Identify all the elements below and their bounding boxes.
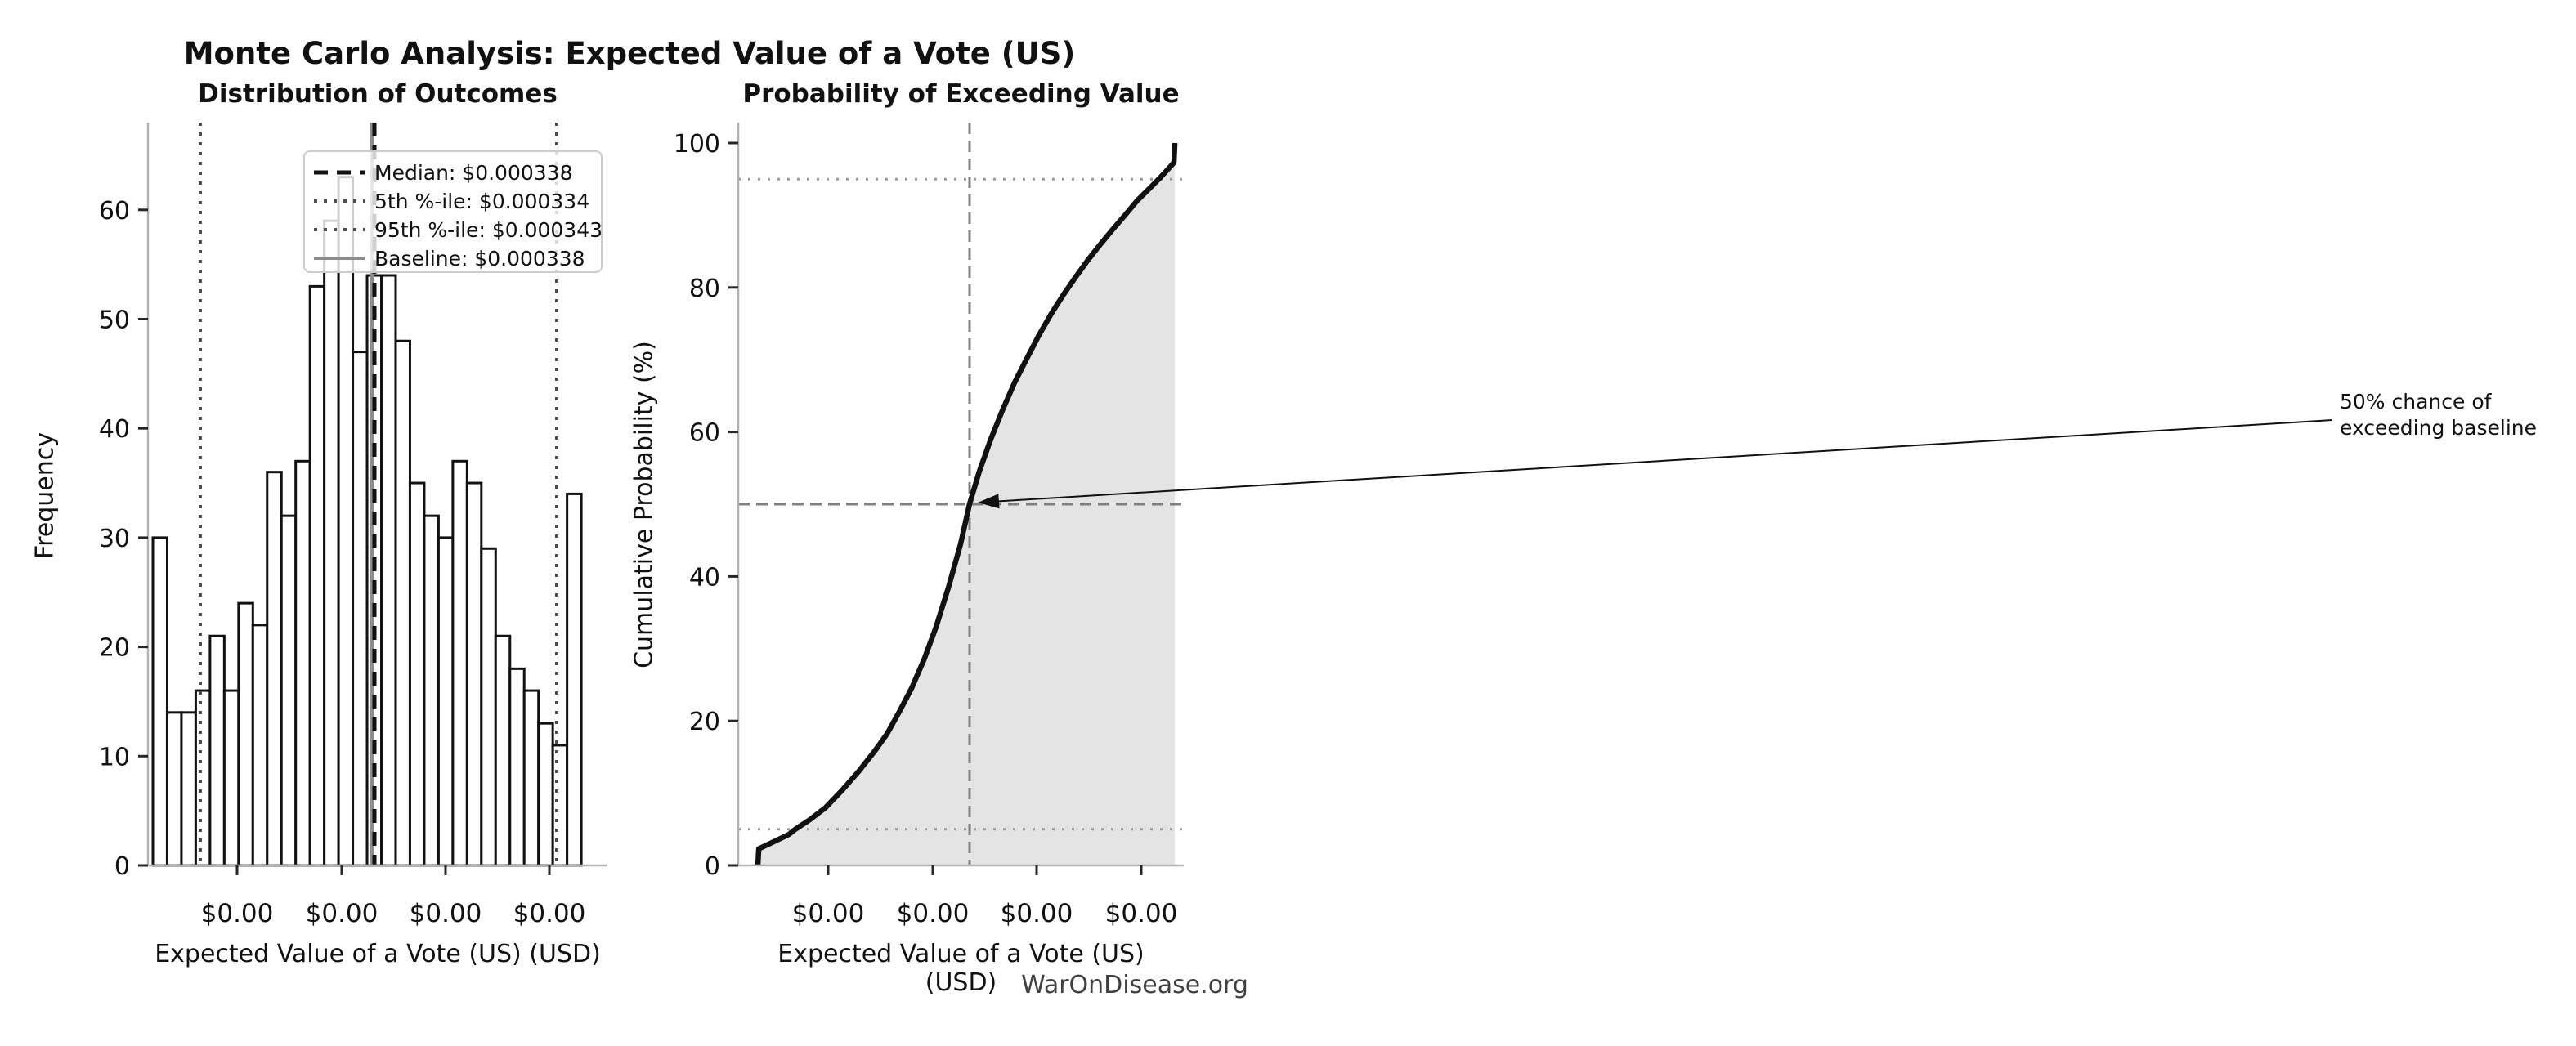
main-title: Monte Carlo Analysis: Expected Value of …	[183, 36, 1076, 71]
cdf-fill-area	[757, 143, 1176, 865]
histogram-bar	[151, 536, 168, 867]
y-tick-label: 100	[674, 130, 720, 159]
cdf-annotation-line-1: 50% chance of	[2340, 390, 2492, 413]
histogram-bar	[222, 689, 240, 867]
histogram-bar	[480, 547, 497, 867]
histogram-bar	[308, 284, 326, 867]
y-tick-label: 60	[99, 197, 130, 226]
watermark-text: WarOnDisease.org	[1021, 971, 1248, 999]
x-tick-label: $0.00	[897, 899, 970, 928]
histogram-bar	[194, 689, 212, 867]
x-tick-label: $0.00	[1105, 899, 1178, 928]
histogram-bar	[208, 634, 226, 867]
y-tick-label: 0	[114, 852, 130, 881]
cdf-annotation: 50% chance of exceeding baseline	[2340, 389, 2537, 441]
histogram-bar	[237, 601, 254, 867]
left-plot-title: Distribution of Outcomes	[198, 79, 558, 109]
cdf-curve	[755, 142, 1178, 866]
right-y-axis-label: Cumulative Probability (%)	[629, 341, 659, 668]
histogram-bar	[165, 711, 183, 867]
legend-label: Baseline: $0.000338	[374, 247, 585, 270]
histogram-bar	[394, 339, 411, 867]
histogram-bar	[465, 481, 483, 867]
right-plot-title: Probability of Exceeding Value	[742, 79, 1180, 109]
histogram-bar	[337, 176, 355, 867]
y-tick-label: 40	[99, 415, 130, 444]
y-tick-label: 60	[689, 419, 720, 448]
histogram-bar	[522, 689, 540, 867]
histogram-bar	[494, 634, 512, 867]
left-y-axis-label: Frequency	[30, 432, 60, 559]
y-tick-label: 40	[689, 563, 720, 592]
histogram-bar	[566, 492, 583, 867]
left-x-axis-label: Expected Value of a Vote (US) (USD)	[155, 940, 601, 968]
histogram-bar	[294, 459, 311, 867]
x-tick-label: $0.00	[201, 899, 274, 928]
y-tick-label: 50	[99, 306, 130, 335]
cdf-annotation-line-2: exceeding baseline	[2340, 416, 2537, 440]
histogram-bar	[380, 274, 397, 867]
x-tick-label: $0.00	[306, 899, 379, 928]
legend-label: 95th %-ile: $0.000343	[374, 218, 603, 242]
histogram-bar	[408, 481, 426, 867]
histogram-bar	[423, 514, 440, 867]
histogram-bar	[251, 624, 269, 867]
histogram-bar	[508, 667, 526, 867]
histogram-bar	[437, 536, 455, 867]
histogram-bar	[323, 219, 340, 867]
right-x-axis-label: Expected Value of a Vote (US) (USD)	[777, 940, 1145, 997]
legend-label: 5th %-ile: $0.000334	[374, 190, 589, 213]
y-tick-label: 10	[99, 743, 130, 771]
histogram-bar	[551, 744, 569, 867]
annotation-arrow-line	[997, 419, 2333, 503]
x-tick-label: $0.00	[1001, 899, 1073, 928]
y-tick-label: 30	[99, 525, 130, 553]
legend-box	[303, 150, 603, 273]
x-tick-label: $0.00	[410, 899, 482, 928]
y-tick-label: 20	[689, 708, 720, 736]
y-tick-label: 20	[99, 634, 130, 663]
annotation-arrowhead	[978, 494, 1000, 509]
histogram-bar	[180, 711, 197, 867]
histogram-bar	[537, 722, 554, 867]
y-tick-label: 80	[689, 275, 720, 303]
y-tick-label: 0	[705, 852, 720, 881]
histogram-bar	[266, 471, 283, 867]
x-tick-label: $0.00	[513, 899, 586, 928]
histogram-bar	[280, 514, 298, 867]
x-tick-label: $0.00	[792, 899, 865, 928]
legend-label: Median: $0.000338	[374, 161, 573, 185]
histogram-bar	[451, 459, 468, 867]
histogram-bar	[352, 351, 369, 867]
